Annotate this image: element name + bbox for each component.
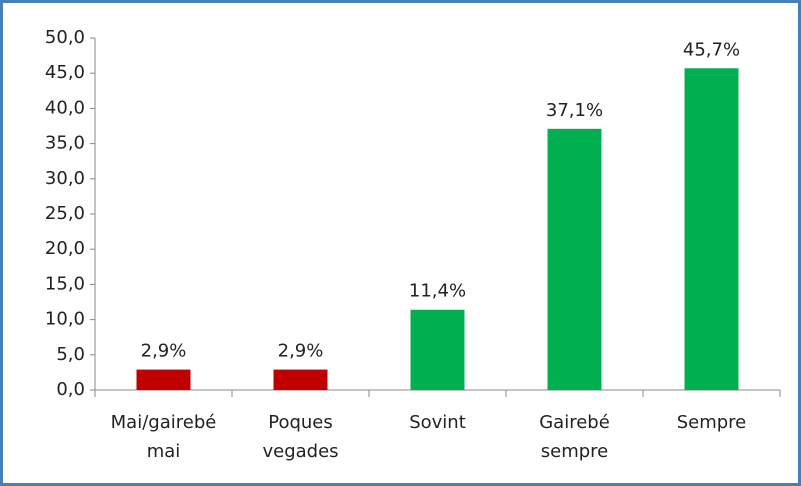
- y-tick-label: 50,0: [45, 27, 85, 48]
- x-tick-label: Gairebé sempre: [539, 412, 610, 462]
- bar: [136, 369, 191, 390]
- x-tick-label: Sovint: [409, 412, 466, 433]
- y-tick-label: 15,0: [45, 273, 85, 294]
- value-label: 45,7%: [683, 39, 740, 60]
- value-label: 11,4%: [409, 281, 466, 302]
- x-tick-label: Poques vegades: [262, 412, 339, 462]
- y-tick-label: 20,0: [45, 238, 85, 259]
- y-tick-label: 30,0: [45, 168, 85, 189]
- bar: [410, 309, 465, 390]
- bar: [684, 68, 739, 390]
- y-tick-label: 25,0: [45, 203, 85, 224]
- bar: [547, 128, 602, 391]
- bar: [273, 369, 328, 390]
- y-tick-label: 10,0: [45, 309, 85, 330]
- x-tick-label: Mai/gairebé mai: [110, 412, 217, 462]
- value-label: 2,9%: [278, 341, 324, 362]
- y-tick-label: 45,0: [45, 62, 85, 83]
- y-tick-label: 0,0: [56, 379, 85, 400]
- y-tick-label: 5,0: [56, 344, 85, 365]
- x-tick-label: Sempre: [676, 412, 747, 433]
- value-label: 37,1%: [546, 100, 603, 121]
- y-tick-label: 40,0: [45, 97, 85, 118]
- y-tick-label: 35,0: [45, 133, 85, 154]
- value-label: 2,9%: [141, 341, 187, 362]
